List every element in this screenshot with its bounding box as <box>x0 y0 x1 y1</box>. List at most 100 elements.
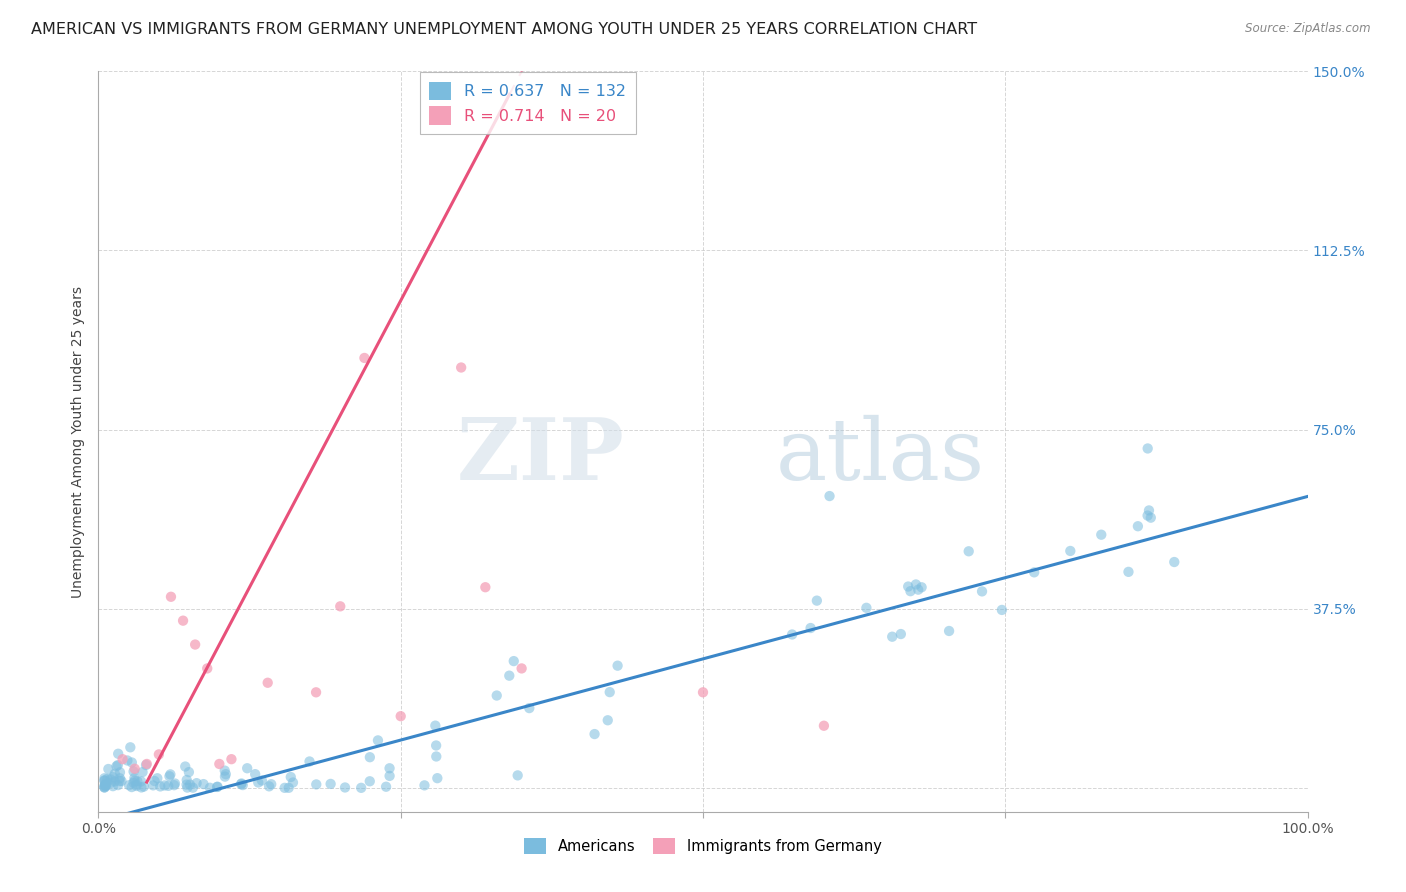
Point <box>108 772 131 786</box>
Point <box>160 590 183 604</box>
Point <box>350 780 373 795</box>
Point <box>121 780 143 794</box>
Point <box>273 780 295 795</box>
Point <box>232 778 254 792</box>
Text: atlas: atlas <box>776 415 984 498</box>
Point <box>198 780 221 795</box>
Point <box>243 767 266 781</box>
Point <box>256 675 278 690</box>
Point <box>800 621 823 635</box>
Point <box>897 580 920 594</box>
Point <box>907 582 929 597</box>
Point <box>413 778 436 792</box>
Point <box>172 614 194 628</box>
Point <box>221 752 243 766</box>
Point <box>177 765 200 780</box>
Point <box>599 685 621 699</box>
Point <box>93 773 115 788</box>
Point <box>176 772 198 787</box>
Point <box>181 780 204 795</box>
Point <box>124 771 146 785</box>
Point <box>378 769 401 783</box>
Point <box>148 747 170 762</box>
Point <box>425 739 447 753</box>
Point <box>214 770 236 784</box>
Point <box>101 770 124 784</box>
Y-axis label: Unemployment Among Youth under 25 years: Unemployment Among Youth under 25 years <box>72 285 86 598</box>
Point <box>105 759 128 773</box>
Point <box>329 599 352 614</box>
Point <box>359 750 381 764</box>
Point <box>117 754 139 768</box>
Point <box>855 600 877 615</box>
Point <box>110 774 132 789</box>
Point <box>378 761 401 775</box>
Point <box>474 580 496 594</box>
Point <box>207 780 229 794</box>
Point <box>305 777 328 791</box>
Text: AMERICAN VS IMMIGRANTS FROM GERMANY UNEMPLOYMENT AMONG YOUTH UNDER 25 YEARS CORR: AMERICAN VS IMMIGRANTS FROM GERMANY UNEM… <box>31 22 977 37</box>
Point <box>1024 566 1046 580</box>
Point <box>159 767 181 781</box>
Point <box>596 713 619 727</box>
Point <box>1136 508 1159 523</box>
Point <box>1139 510 1161 524</box>
Point <box>359 774 381 789</box>
Point <box>146 771 169 785</box>
Point <box>333 780 356 795</box>
Point <box>517 701 540 715</box>
Point <box>904 577 927 591</box>
Point <box>108 774 131 789</box>
Point <box>208 756 231 771</box>
Point <box>100 775 122 789</box>
Point <box>298 755 321 769</box>
Text: Source: ZipAtlas.com: Source: ZipAtlas.com <box>1246 22 1371 36</box>
Point <box>135 758 157 772</box>
Point <box>205 780 228 794</box>
Point <box>957 544 980 558</box>
Point <box>174 759 197 773</box>
Point <box>938 624 960 638</box>
Point <box>229 777 252 791</box>
Point <box>583 727 606 741</box>
Point <box>93 780 115 795</box>
Point <box>780 627 803 641</box>
Point <box>1059 544 1081 558</box>
Point <box>281 775 304 789</box>
Point <box>94 779 117 793</box>
Point <box>176 778 198 792</box>
Point <box>231 776 253 790</box>
Point <box>124 762 146 776</box>
Point <box>184 638 207 652</box>
Point <box>214 764 236 778</box>
Point <box>143 774 166 789</box>
Point <box>1118 565 1140 579</box>
Point <box>96 772 118 786</box>
Text: ZIP: ZIP <box>457 415 624 499</box>
Point <box>122 764 145 779</box>
Point <box>502 654 524 668</box>
Point <box>970 584 993 599</box>
Point <box>236 761 259 775</box>
Point <box>107 747 129 761</box>
Point <box>94 778 117 792</box>
Point <box>120 740 142 755</box>
Point <box>131 780 153 795</box>
Point <box>107 778 129 792</box>
Point <box>818 489 841 503</box>
Point <box>121 756 143 770</box>
Point <box>129 774 152 789</box>
Point <box>195 661 218 675</box>
Point <box>1163 555 1185 569</box>
Point <box>305 685 328 699</box>
Point <box>375 780 398 794</box>
Point <box>104 766 127 780</box>
Point <box>1137 503 1160 517</box>
Point <box>163 776 186 790</box>
Point <box>280 770 302 784</box>
Point <box>142 778 165 792</box>
Point <box>606 658 628 673</box>
Point <box>118 778 141 792</box>
Point <box>910 580 932 594</box>
Point <box>111 752 134 766</box>
